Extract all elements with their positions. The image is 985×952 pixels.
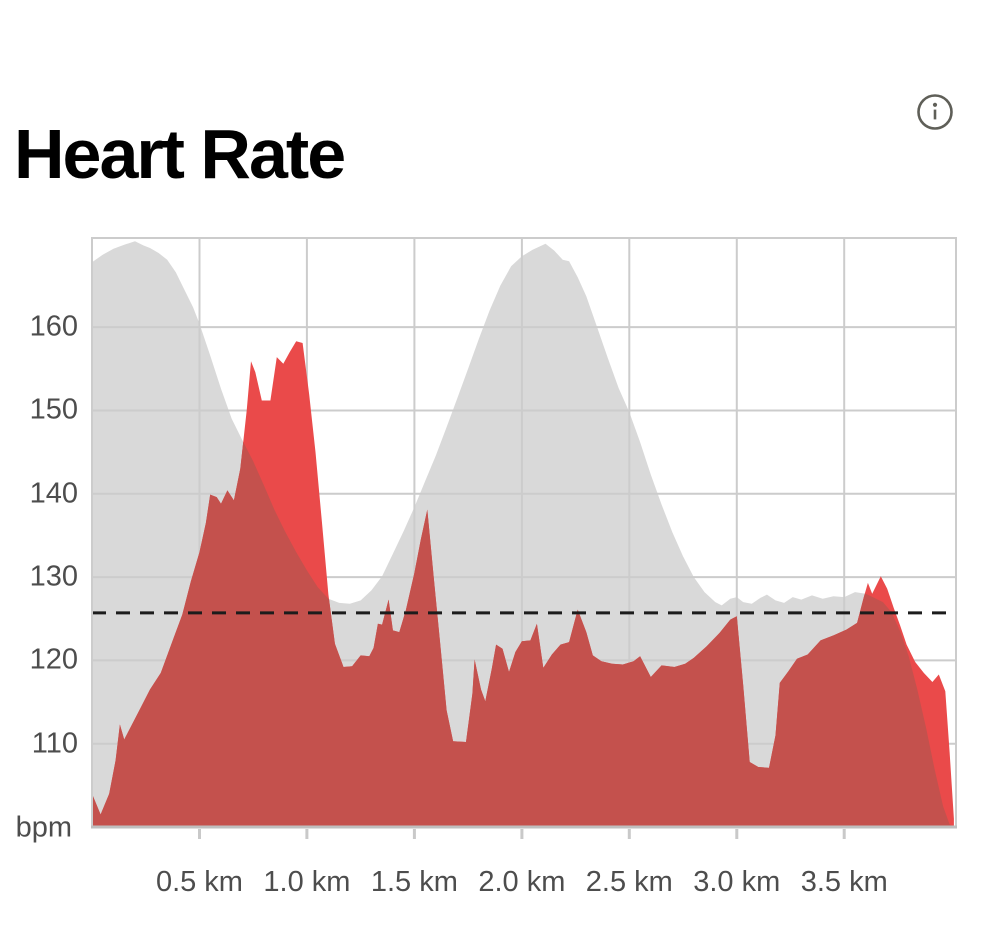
info-button[interactable] — [911, 88, 959, 136]
plot-area — [92, 238, 956, 827]
x-axis-tick-label: 1.5 km — [370, 866, 458, 898]
x-axis-ticks — [198, 829, 846, 839]
y-axis-tick-label: 140 — [29, 477, 78, 510]
x-axis-tick-label: 0.5 km — [155, 866, 243, 898]
y-axis-tick-label: 150 — [29, 393, 78, 426]
info-icon — [917, 94, 953, 130]
y-axis-tick-label: 120 — [29, 643, 78, 676]
x-axis-tick-label: 3.5 km — [800, 866, 888, 898]
x-axis-tick-label: 3.0 km — [693, 866, 781, 898]
x-axis-tick-label: 1.0 km — [263, 866, 351, 898]
y-axis-tick-label: 160 — [29, 310, 78, 343]
x-axis-tick-label: 2.5 km — [585, 866, 673, 898]
x-axis-tick-label: 2.0 km — [478, 866, 566, 898]
y-axis-unit-label: bpm — [15, 811, 72, 844]
page-title: Heart Rate — [14, 114, 346, 193]
y-axis-tick-label: 110 — [31, 727, 78, 760]
y-axis-tick-label: 130 — [29, 560, 78, 593]
